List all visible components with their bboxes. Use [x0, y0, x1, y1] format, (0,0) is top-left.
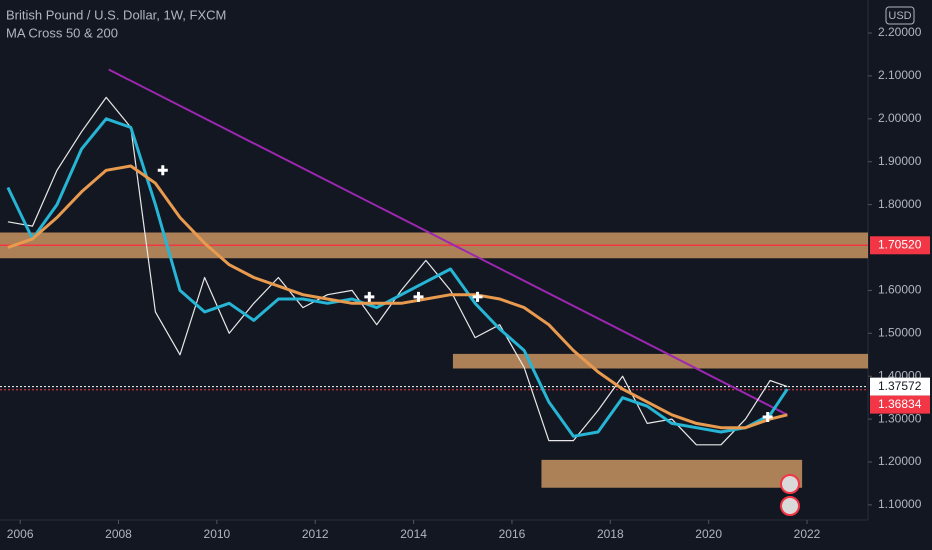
y-tick-label: 1.20000: [878, 454, 922, 468]
cross-marker: [762, 411, 773, 422]
series-line: [7, 164, 788, 430]
x-tick-label: 2012: [302, 527, 329, 541]
price-label: 1.36834: [878, 397, 922, 411]
currency-box[interactable]: [885, 6, 915, 25]
x-tick-label: 2022: [794, 527, 821, 541]
y-tick-label: 1.60000: [878, 283, 922, 297]
zone: [452, 353, 868, 369]
price-label: 1.37572: [878, 379, 922, 393]
x-tick-label: 2018: [597, 527, 624, 541]
zone: [541, 459, 803, 488]
y-tick-label: 2.20000: [878, 25, 922, 39]
price-label-box: [870, 395, 930, 414]
y-tick-label: 1.90000: [878, 154, 922, 168]
price-label-box: [870, 236, 930, 255]
event-icon: [780, 474, 800, 494]
y-tick-label: 1.50000: [878, 325, 922, 339]
y-tick-label: 1.10000: [878, 497, 922, 511]
x-tick-label: 2006: [7, 527, 34, 541]
x-tick-label: 2020: [695, 527, 722, 541]
plot: [0, 68, 868, 516]
cross-marker: [413, 291, 424, 302]
y-tick-label: 2.00000: [878, 111, 922, 125]
chart-subtitle: MA Cross 50 & 200: [6, 25, 118, 40]
trend-line: [108, 68, 788, 416]
y-tick-label: 2.10000: [878, 68, 922, 82]
x-tick-label: 2010: [204, 527, 231, 541]
price-label: 1.70520: [878, 237, 922, 251]
x-tick-label: 2016: [499, 527, 526, 541]
cross-marker: [472, 291, 483, 302]
currency[interactable]: USD: [888, 10, 911, 22]
cross-marker: [364, 291, 375, 302]
y-tick-label: 1.30000: [878, 411, 922, 425]
x-tick-label: 2014: [400, 527, 427, 541]
y-tick-label: 1.80000: [878, 197, 922, 211]
series-line: [7, 96, 788, 446]
chart-title: British Pound / U.S. Dollar, 1W, FXCM: [6, 7, 226, 22]
series-line: [6, 117, 789, 438]
event-icon: [780, 496, 800, 516]
cross-marker: [157, 165, 168, 176]
x-tick-label: 2008: [105, 527, 132, 541]
price-label-box: [870, 377, 930, 396]
